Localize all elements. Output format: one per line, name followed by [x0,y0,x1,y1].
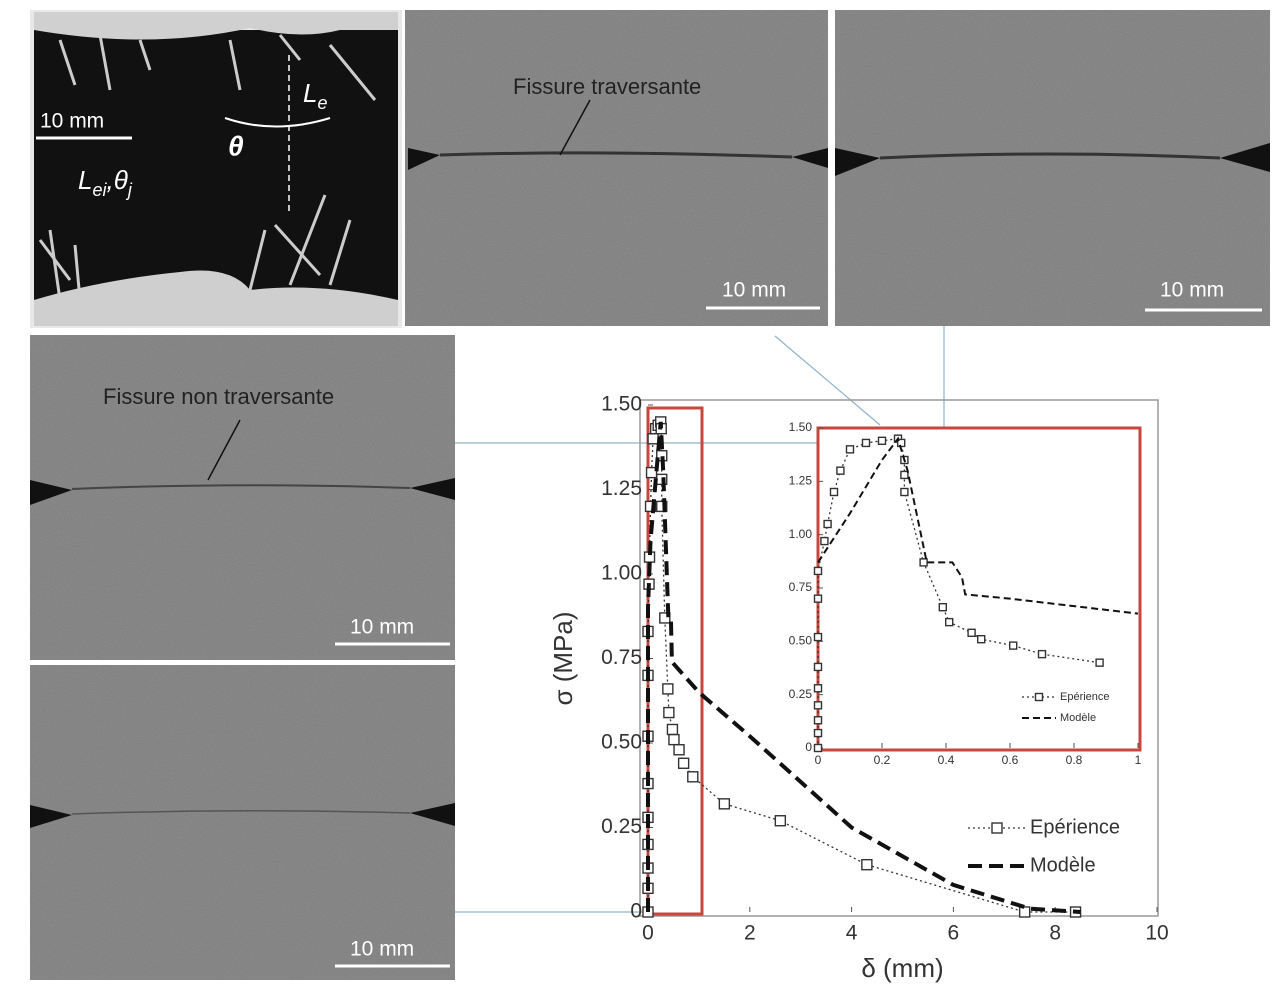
marker [659,612,671,624]
scale-label: 10 mm [40,110,104,133]
marker [656,500,668,513]
scale-label: 10 mm [722,279,786,302]
series-line [646,421,1081,914]
x-tick-label: 4 [846,922,858,945]
photo-through-crack: 10 mm [835,10,1270,326]
y-tick-label: 0.75 [789,580,813,594]
marker [967,628,976,637]
scale-label: 10 mm [350,616,414,639]
x-axis-label: δ (mm) [861,953,943,983]
y-tick-label: 1.25 [789,474,813,488]
marker [938,603,947,612]
marker [813,566,823,576]
x-tick-label: 10 [1145,922,1168,945]
y-tick-label: 0.50 [601,731,642,754]
marker [900,470,909,480]
legend-label: Modèle [1030,854,1096,876]
y-axis-label: σ (MPa) [548,611,578,705]
marker [813,662,823,672]
x-tick-label: 0.8 [1066,753,1083,767]
marker [813,701,823,710]
x-tick-label: 1 [1135,753,1142,767]
x-tick-label: 0 [642,922,654,945]
marker [900,487,909,497]
marker [813,684,823,693]
y-tick-label: 0.50 [789,634,813,648]
marker [1018,906,1031,918]
y-tick-label: 0 [805,740,812,754]
y-tick-label: 0.25 [789,687,813,701]
y-tick-label: 1.00 [601,562,642,585]
photo-partial-crack: Fissure non traversante 10 mm [30,335,455,660]
y-tick-label: 0.75 [601,646,642,669]
inset-frame [816,426,1142,752]
marker [662,683,674,695]
symbol: Lei,θj [78,165,133,200]
symbol: Le [303,78,327,113]
marker [1009,641,1018,650]
legend-marker [1034,692,1044,702]
marker [877,436,887,445]
x-tick-label: 2 [744,922,756,945]
x-tick-label: 6 [948,922,960,945]
marker [813,632,823,642]
photo-uncracked: 10 mm [30,665,455,980]
marker [813,728,823,738]
marker [668,733,680,746]
marker [677,757,690,769]
x-tick-label: 0.4 [938,753,955,767]
scale-label: 10 mm [350,938,414,961]
caption: Fissure traversante [513,74,701,99]
marker [647,433,659,445]
marker [845,445,855,454]
marker [836,466,845,475]
y-tick-label: 0 [630,900,642,923]
symbol: θ [228,130,244,161]
y-tick-label: 0.25 [601,815,642,838]
x-tick-label: 0.6 [1002,753,1019,767]
marker [1095,658,1104,667]
photo-through-crack: Fissure traversante 10 mm [405,10,828,326]
marker [861,858,873,871]
legend-label: Epérience [1030,816,1120,838]
marker [919,558,928,567]
marker [813,743,823,753]
legend-label: Modèle [1060,712,1096,724]
x-tick-label: 0.2 [874,753,891,767]
x-tick-label: 8 [1049,922,1061,945]
marker [1037,649,1047,659]
marker [666,723,679,736]
legend-label: Epérience [1060,691,1110,703]
marker [945,617,954,627]
series-line [817,436,1139,615]
marker [861,438,871,448]
scale-label: 10 mm [1160,279,1224,302]
marker [977,635,986,644]
caption: Fissure non traversante [103,384,334,409]
marker [644,500,657,513]
marker [774,815,787,827]
marker [820,536,829,546]
marker [813,716,823,725]
marker [813,594,823,603]
plot-frame [639,399,1159,917]
marker [687,771,699,783]
photo-fiber: 10 mm Le θ Lei,θj [30,10,402,328]
marker [663,706,675,719]
y-tick-label: 1.50 [601,393,642,416]
marker [645,466,658,479]
marker [829,487,839,497]
y-tick-label: 1.50 [789,420,813,434]
marker [718,798,731,810]
y-tick-label: 1.00 [789,527,813,541]
x-tick-label: 0 [815,753,822,767]
marker [823,519,832,529]
y-tick-label: 1.25 [601,477,642,500]
marker [673,744,685,756]
legend-marker [991,822,1003,834]
